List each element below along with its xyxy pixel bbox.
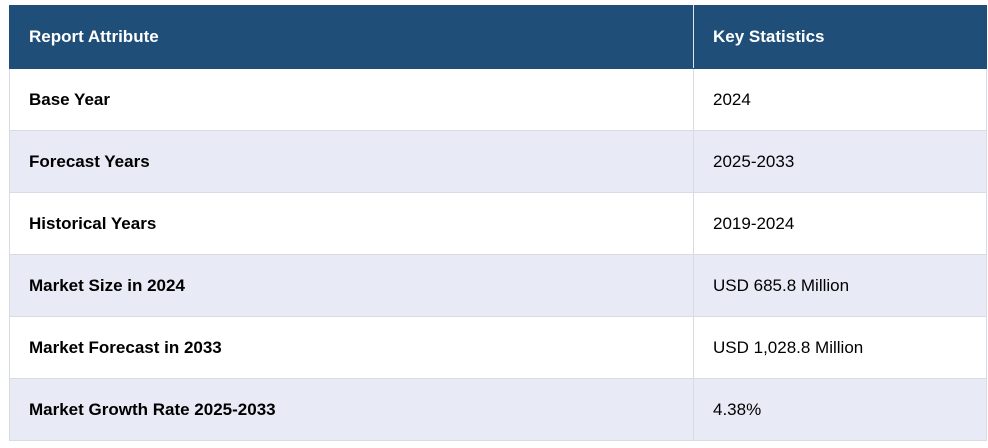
table-row: Base Year 2024 [9, 68, 987, 131]
table-row: Forecast Years 2025-2033 [9, 130, 987, 193]
table-row: Market Size in 2024 USD 685.8 Million [9, 254, 987, 317]
row-value: 2025-2033 [693, 130, 987, 193]
row-value: 4.38% [693, 378, 987, 441]
header-key-statistics: Key Statistics [693, 5, 987, 69]
row-value: USD 685.8 Million [693, 254, 987, 317]
table-row: Historical Years 2019-2024 [9, 192, 987, 255]
row-attribute: Base Year [9, 68, 694, 131]
report-attributes-table: Report Attribute Key Statistics Base Yea… [9, 5, 987, 441]
header-report-attribute: Report Attribute [9, 5, 694, 69]
row-value: 2024 [693, 68, 987, 131]
table-header-row: Report Attribute Key Statistics [9, 5, 987, 69]
row-attribute: Historical Years [9, 192, 694, 255]
table-row: Market Growth Rate 2025-2033 4.38% [9, 378, 987, 441]
report-table-container: Report Attribute Key Statistics Base Yea… [9, 5, 987, 441]
row-value: USD 1,028.8 Million [693, 316, 987, 379]
row-attribute: Market Size in 2024 [9, 254, 694, 317]
row-attribute: Forecast Years [9, 130, 694, 193]
table-row: Market Forecast in 2033 USD 1,028.8 Mill… [9, 316, 987, 379]
row-value: 2019-2024 [693, 192, 987, 255]
row-attribute: Market Growth Rate 2025-2033 [9, 378, 694, 441]
row-attribute: Market Forecast in 2033 [9, 316, 694, 379]
